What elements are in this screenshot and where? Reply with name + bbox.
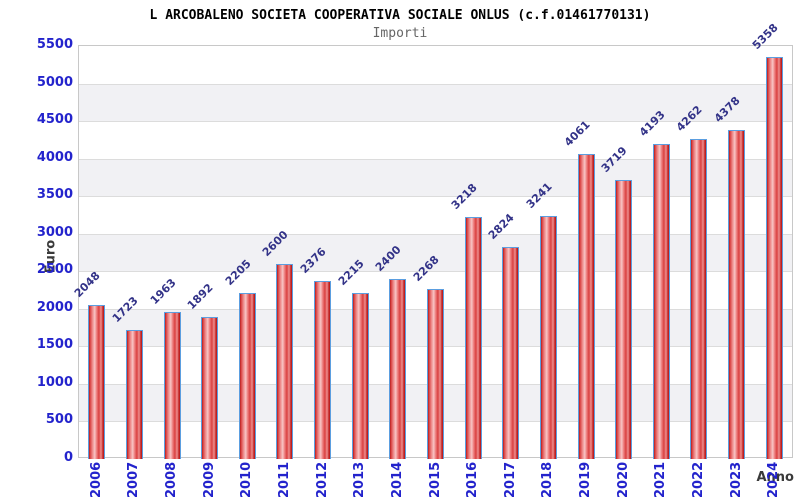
y-tick-label: 3500 [36,187,73,203]
x-tick-label: 2017 [502,461,518,498]
y-tick-label: 0 [63,450,73,465]
x-axis-title: Anno [756,470,794,485]
gridline [79,121,792,122]
y-tick-label: 1500 [36,337,73,353]
grid-band [79,83,792,122]
grid-band [79,233,792,272]
x-tick-label: 2018 [540,461,556,498]
x-tick-label: 2016 [465,461,481,498]
x-tick-label: 2009 [201,461,217,498]
gridline [79,271,792,272]
bar [201,316,219,459]
plot-area [78,45,793,459]
bar [615,179,633,459]
x-tick-label: 2021 [653,461,669,498]
y-tick-label: 2000 [36,299,73,315]
bar [238,293,256,459]
y-tick-label: 3000 [36,224,73,240]
gridline [79,84,792,85]
x-tick-label: 2012 [314,461,330,498]
y-tick-label: 4000 [36,149,73,165]
bar [427,288,444,459]
gridline [79,159,792,160]
bar [88,305,106,459]
x-tick-label: 2013 [352,461,368,498]
y-tick-label: 5500 [36,37,73,52]
x-tick-label: 2023 [728,461,744,498]
bar [389,278,407,459]
bar [276,263,294,459]
y-tick-label: 4500 [36,112,73,128]
bar [163,311,181,459]
bar [125,329,143,459]
bar [464,217,482,459]
bar [539,215,557,459]
x-tick-label: 2015 [427,461,443,498]
gridline [79,234,792,235]
bar [652,144,670,459]
x-tick-label: 2007 [126,461,142,498]
bar [577,154,595,459]
chart-title: L ARCOBALENO SOCIETA COOPERATIVA SOCIALE… [149,8,651,23]
x-tick-label: 2006 [88,461,104,498]
gridline [79,196,792,197]
x-tick-label: 2022 [690,461,706,498]
x-tick-label: 2019 [578,461,594,498]
y-tick-label: 500 [45,412,73,428]
bar [314,280,332,459]
y-tick-label: 2500 [36,262,73,278]
bar [502,246,520,459]
y-tick-label: 1000 [36,374,73,390]
x-tick-label: 2020 [615,461,631,498]
x-tick-label: 2011 [276,461,292,498]
bar [765,56,783,459]
x-tick-label: 2010 [239,461,255,498]
x-tick-label: 2024 [766,461,782,498]
x-tick-label: 2008 [164,461,180,498]
x-tick-label: 2014 [389,461,405,498]
bar [351,292,369,459]
bar [728,130,746,459]
chart-subtitle: Importi [372,26,428,41]
bar [690,138,708,459]
grid-band [79,158,792,197]
y-tick-label: 5000 [36,74,73,90]
